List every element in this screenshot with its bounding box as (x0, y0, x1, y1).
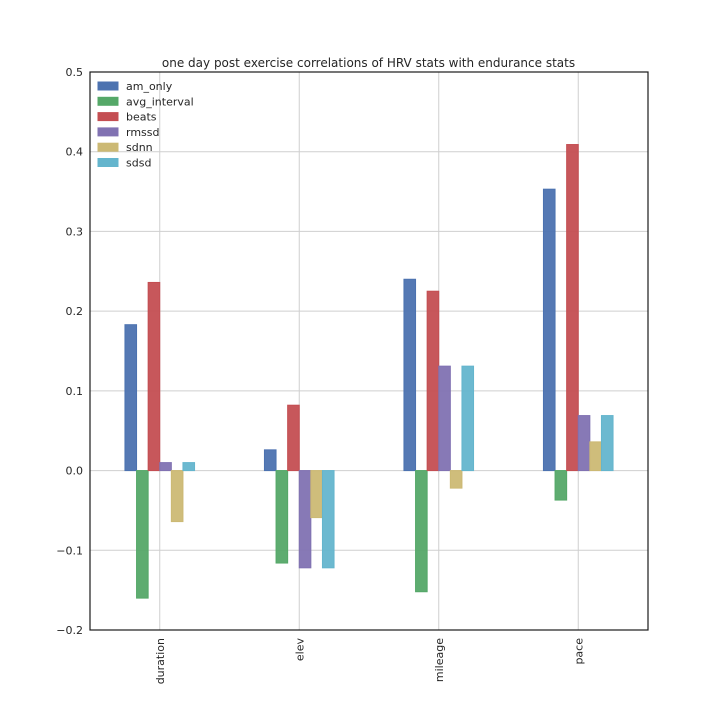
x-tick-label: mileage (433, 638, 446, 682)
bar (415, 470, 428, 593)
y-tick-label: 0.0 (66, 465, 84, 478)
bars (124, 144, 614, 599)
bar (438, 365, 451, 472)
legend-item: beats (97, 111, 157, 124)
legend-swatch (97, 81, 119, 91)
y-tick-label: 0.5 (66, 66, 84, 79)
bar (147, 281, 161, 472)
bar (275, 470, 289, 564)
bar (554, 470, 568, 501)
bar (263, 449, 277, 472)
legend-swatch (97, 158, 119, 167)
legend-item: avg_interval (97, 95, 194, 108)
legend-swatch (97, 112, 119, 122)
bar (589, 441, 602, 472)
bar (449, 470, 463, 489)
legend-label: sdnn (126, 141, 153, 154)
bar (182, 462, 196, 472)
y-tick-label: 0.4 (66, 146, 84, 159)
series-sdsd (182, 365, 614, 569)
x-tick-label: elev (293, 638, 306, 662)
bar (426, 290, 440, 472)
bar (298, 470, 312, 569)
chart-title: one day post exercise correlations of HR… (162, 56, 575, 70)
legend-item: am_only (97, 80, 173, 93)
bar (136, 470, 149, 599)
legend-item: rmssd (97, 126, 160, 139)
bar (403, 278, 417, 472)
series-avg_interval (136, 470, 568, 599)
legend-item: sdnn (97, 141, 153, 154)
bar (310, 470, 323, 519)
y-tick-label: 0.3 (66, 225, 84, 238)
y-tick-label: 0.1 (66, 385, 84, 398)
series-am_only (124, 188, 556, 472)
axes: −0.2 −0.1 0.0 0.1 0.2 0.3 0.4 0.5 duration elev mi… (56, 66, 649, 684)
bar (321, 470, 335, 569)
bar (577, 415, 591, 472)
legend-swatch (97, 127, 119, 137)
bar (170, 470, 184, 523)
legend-label: rmssd (126, 126, 160, 139)
x-tick-label: duration (154, 638, 167, 684)
bar (461, 365, 475, 472)
bar (542, 188, 556, 472)
legend-label: beats (126, 111, 157, 124)
y-tick-label: 0.2 (66, 305, 84, 318)
legend-label: am_only (126, 80, 173, 93)
legend-label: sdsd (126, 157, 151, 170)
y-tick-label: −0.1 (56, 544, 83, 557)
y-tick-label: −0.2 (56, 624, 83, 637)
bar (124, 324, 138, 472)
bar (287, 404, 300, 472)
bar (566, 144, 579, 472)
legend-label: avg_interval (126, 95, 194, 108)
bar (159, 462, 172, 472)
plot-frame (89, 71, 649, 631)
legend-item: sdsd (97, 157, 151, 170)
legend-swatch (97, 142, 119, 152)
bar (600, 415, 614, 472)
x-tick-label: pace (572, 638, 585, 665)
legend-swatch (97, 96, 119, 106)
